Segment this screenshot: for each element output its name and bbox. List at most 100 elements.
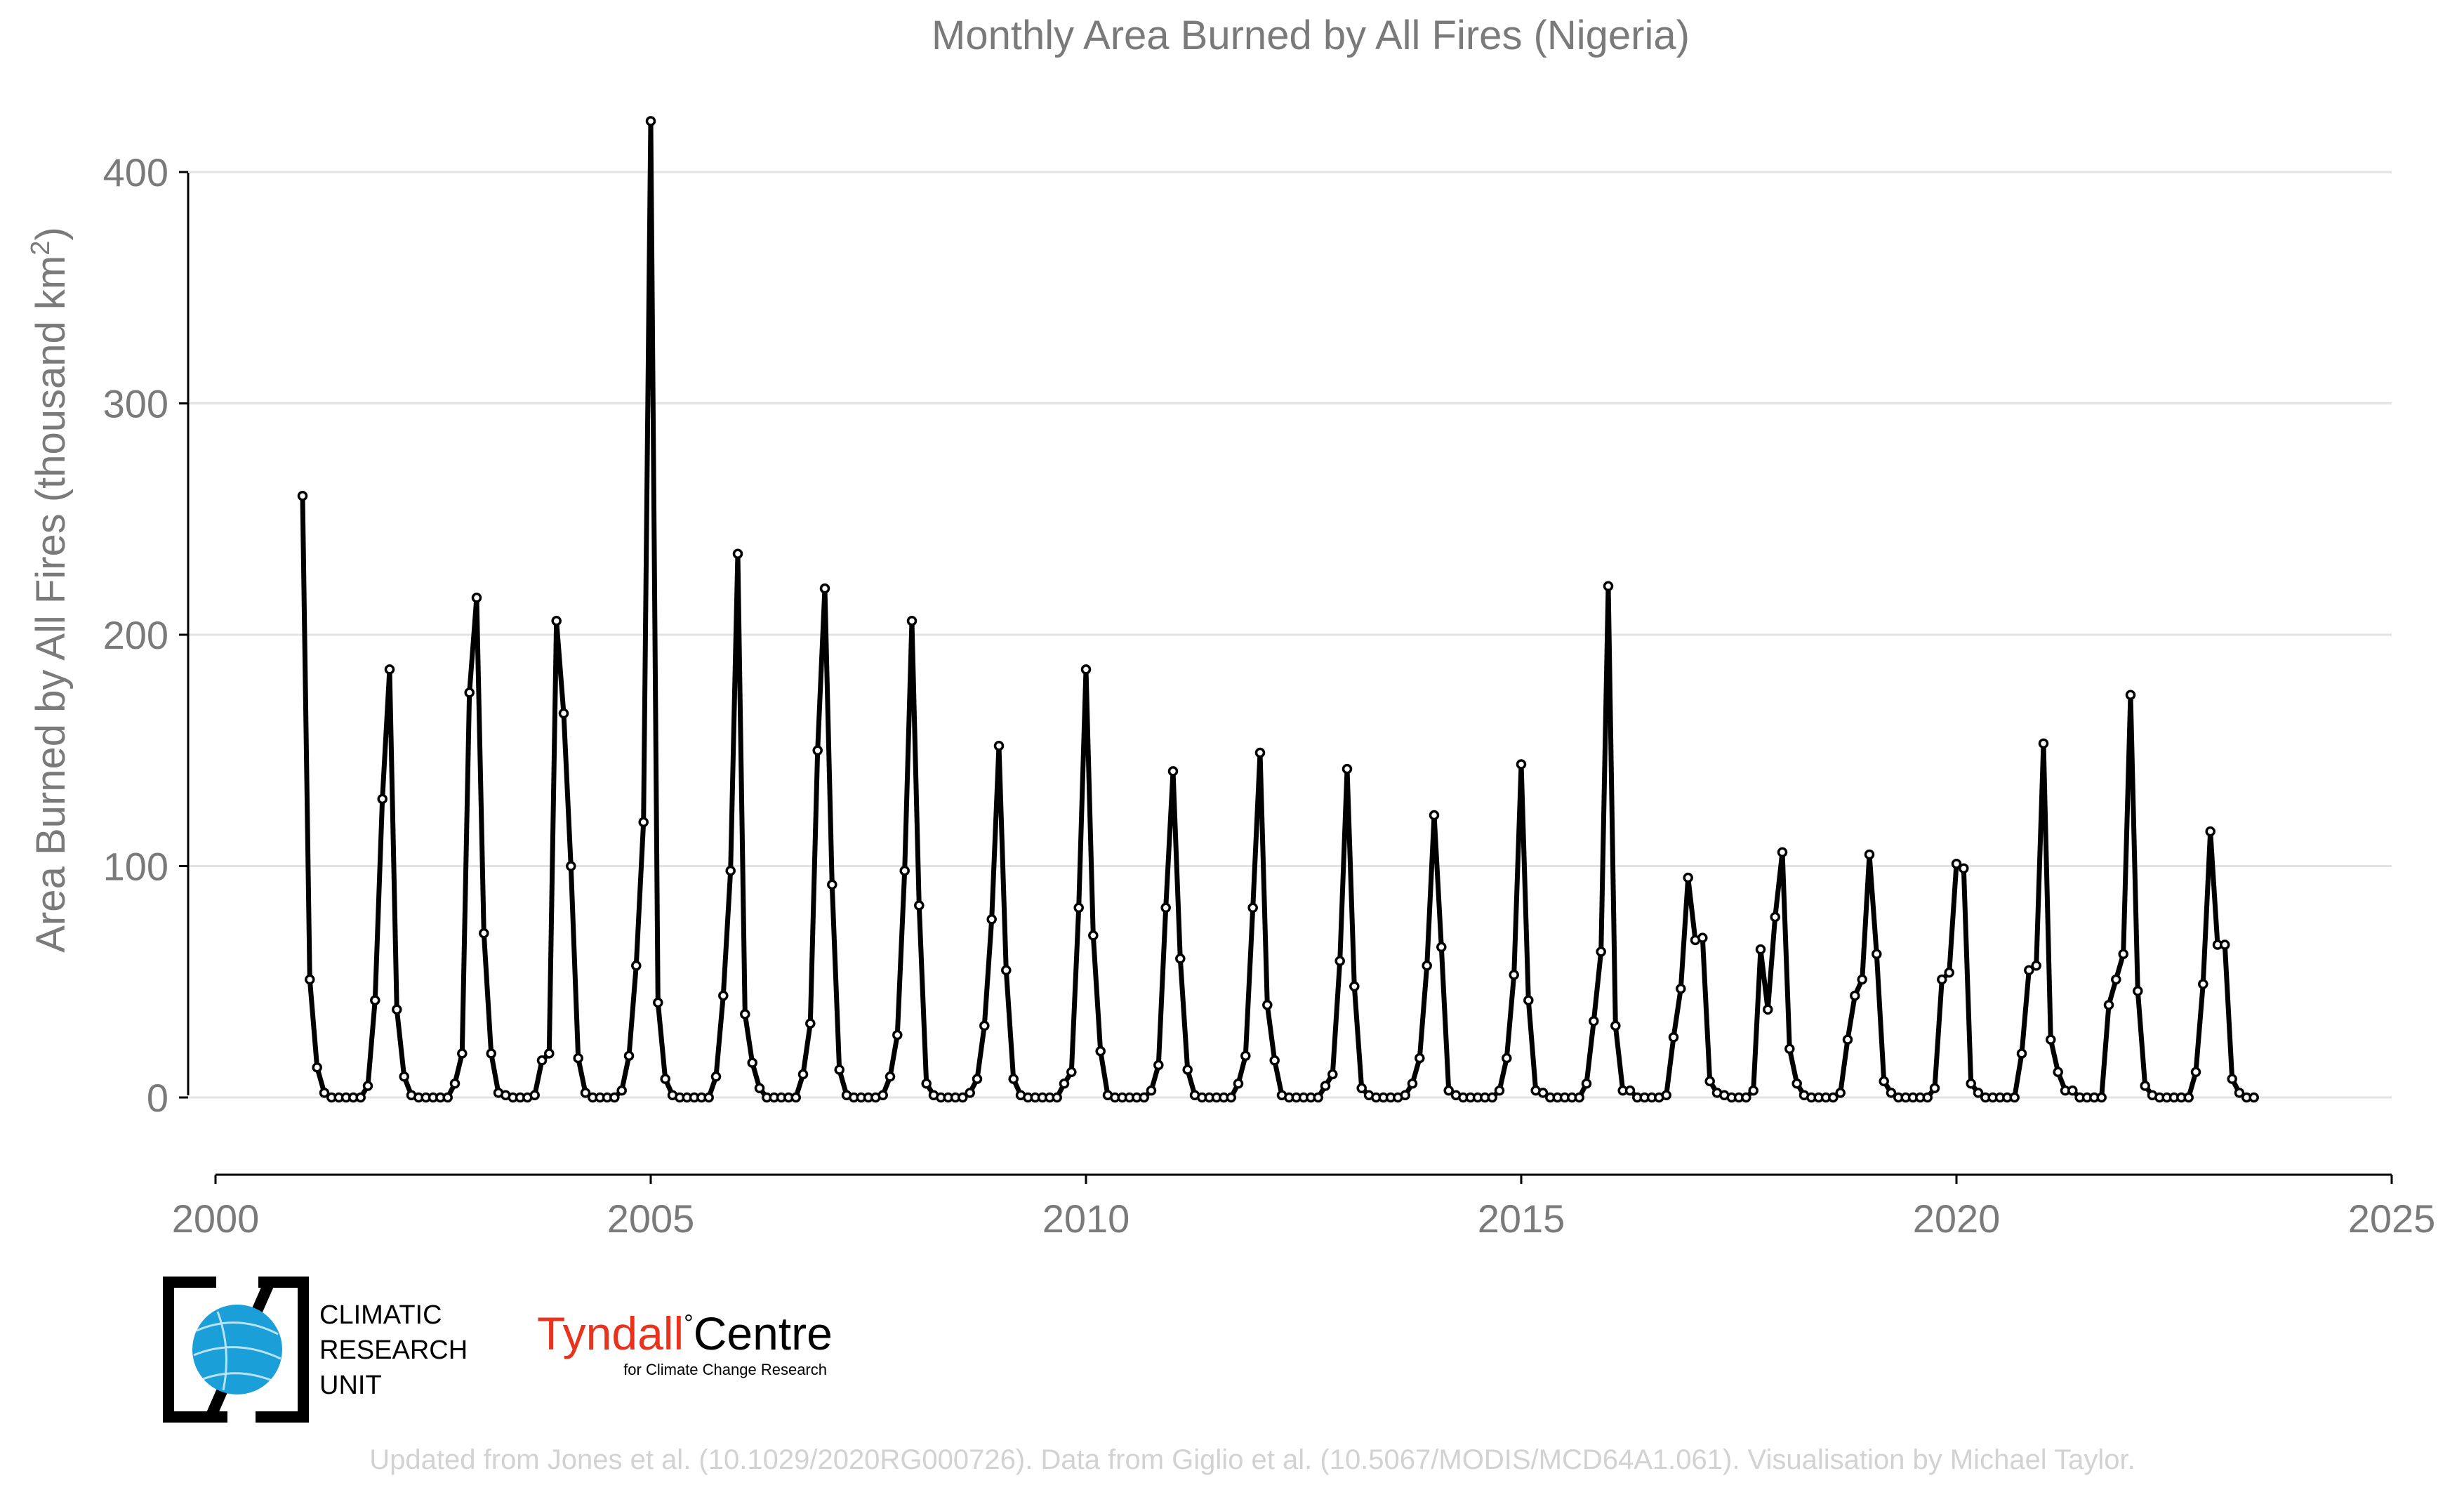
data-point [392, 1004, 402, 1015]
data-point [1835, 1088, 1846, 1098]
data-point [718, 990, 729, 1001]
data-point [1683, 872, 1693, 883]
data-point [362, 1081, 373, 1091]
data-point [1516, 759, 1527, 770]
data-point [1596, 947, 1606, 957]
data-point [1349, 981, 1360, 992]
data-point [1240, 1050, 1251, 1061]
data-point [725, 865, 736, 876]
data-point [1581, 1078, 1592, 1089]
series-line [300, 119, 2254, 1100]
data-points [297, 116, 2259, 1103]
data-point [2053, 1067, 2063, 1078]
data-point [638, 817, 649, 828]
data-point [1073, 902, 1084, 914]
data-point [1770, 911, 1780, 923]
data-point [1755, 944, 1766, 955]
data-point [1589, 1016, 1599, 1027]
data-point [1262, 999, 1273, 1010]
data-point [551, 615, 562, 626]
cru-line-2: RESEARCH [319, 1336, 468, 1365]
data-point [877, 1090, 888, 1100]
data-point [2096, 1092, 2107, 1103]
data-point [979, 1020, 990, 1031]
globe-icon [192, 1305, 282, 1394]
footer-credit: Updated from Jones et al. (10.1029/2020R… [369, 1444, 2135, 1475]
data-point [1254, 747, 1266, 758]
data-point [623, 1050, 635, 1061]
data-point [993, 740, 1005, 751]
y-tick-label: 400 [103, 150, 168, 194]
data-point [1661, 1090, 1671, 1100]
data-point [1327, 1069, 1338, 1080]
globe-lines [193, 1311, 281, 1391]
data-point [747, 1057, 757, 1068]
data-point [1879, 1076, 1889, 1087]
data-point [2248, 1092, 2259, 1103]
data-point [1763, 1004, 1773, 1015]
data-point [1175, 954, 1186, 964]
y-tick-label: 300 [103, 382, 168, 426]
data-point [986, 914, 997, 925]
data-point [1959, 863, 1969, 874]
y-tick-labels: 0 100 200 300 400 [103, 150, 188, 1120]
x-tick-label: 2020 [1913, 1196, 2001, 1241]
data-point [972, 1074, 983, 1084]
data-point [1160, 902, 1171, 914]
data-point [1269, 1055, 1280, 1066]
data-point [1676, 983, 1686, 994]
data-point [2067, 1085, 2078, 1096]
data-point [645, 116, 656, 126]
data-point [1537, 1088, 1549, 1098]
data-point [2024, 965, 2034, 976]
data-point [1422, 960, 1432, 971]
data-point [1668, 1032, 1679, 1043]
data-point [536, 1055, 548, 1066]
data-point [1850, 990, 1860, 1001]
data-point [566, 861, 576, 871]
data-point [1610, 1020, 1621, 1031]
data-point [958, 1092, 968, 1103]
data-point [1791, 1078, 1802, 1089]
data-point [1603, 581, 1614, 592]
data-point [558, 708, 569, 719]
data-point [1966, 1078, 1976, 1089]
data-point [906, 615, 918, 626]
data-point [457, 1048, 468, 1059]
data-point [1313, 1092, 1323, 1103]
data-point [2140, 1081, 2150, 1091]
data-point [812, 745, 823, 756]
data-point [1008, 1074, 1019, 1084]
data-point [1951, 858, 1962, 869]
data-point [1929, 1083, 1940, 1094]
data-point [631, 960, 642, 971]
data-point [1973, 1088, 1984, 1098]
data-point [449, 1078, 461, 1089]
y-tick-label: 0 [147, 1076, 168, 1120]
data-point [1001, 965, 1012, 976]
data-point [885, 1071, 896, 1082]
data-point [660, 1074, 670, 1084]
data-point [892, 1029, 903, 1041]
data-point [819, 583, 830, 594]
data-point [580, 1088, 591, 1098]
data-point [914, 900, 925, 911]
data-point [1320, 1081, 1331, 1091]
data-point [2009, 1092, 2020, 1103]
data-point [1182, 1064, 1193, 1075]
data-point [1784, 1043, 1795, 1055]
data-point [2016, 1048, 2027, 1059]
data-point [790, 1092, 801, 1103]
data-point [1443, 1085, 1454, 1096]
data-point [384, 664, 395, 675]
data-point [1356, 1083, 1367, 1094]
data-point [1233, 1078, 1244, 1089]
data-point [1842, 1034, 1853, 1045]
x-tick-label: 2025 [2348, 1196, 2436, 1241]
data-point [370, 995, 380, 1005]
data-point [834, 1064, 844, 1075]
data-point [464, 687, 475, 698]
data-point [2118, 949, 2128, 959]
data-point [965, 1088, 975, 1098]
